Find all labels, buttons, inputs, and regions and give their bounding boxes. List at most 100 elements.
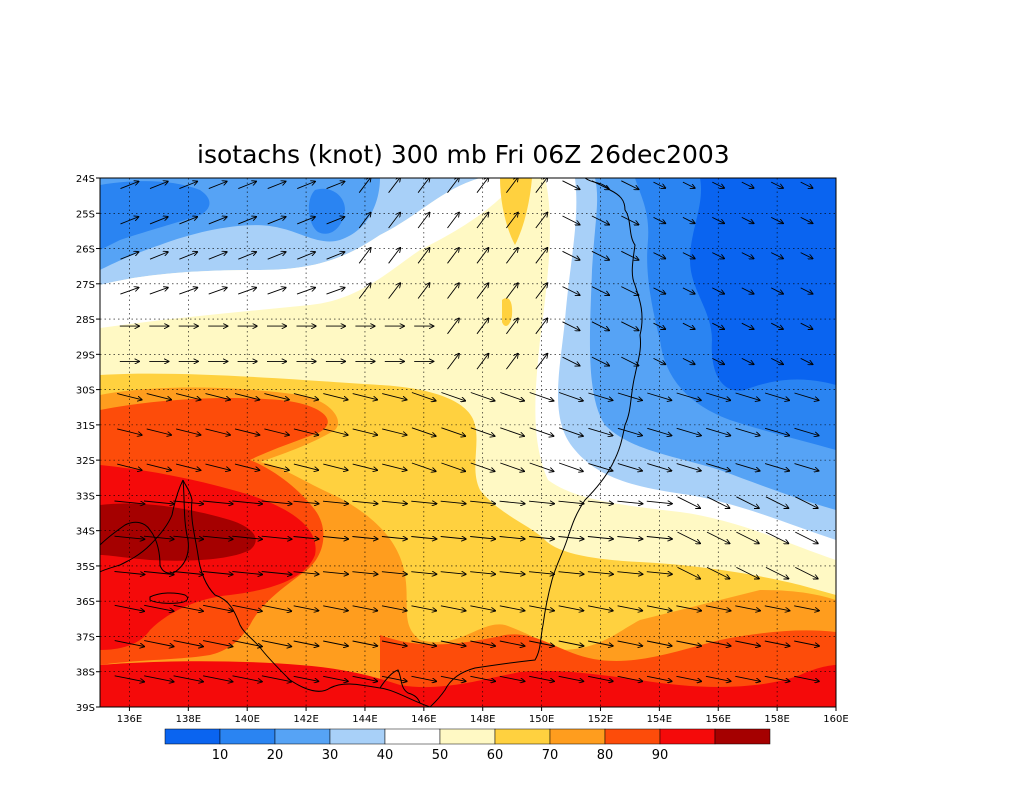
wind-vector — [146, 463, 171, 470]
wind-vector — [323, 605, 348, 611]
wind-vector — [149, 288, 168, 295]
wind-vector — [267, 182, 286, 190]
wind-vector — [735, 675, 760, 681]
colorbar-swatch — [549, 728, 606, 745]
wind-vector — [653, 287, 666, 294]
wind-vector — [326, 182, 345, 190]
wind-vector — [646, 640, 672, 646]
wind-vector — [712, 216, 724, 223]
wind-vector — [208, 182, 227, 190]
wind-vector — [411, 572, 436, 575]
wind-vector — [447, 178, 460, 193]
wind-vector — [617, 463, 642, 471]
wind-vector — [440, 640, 466, 646]
longitude-label: 140E — [234, 714, 259, 725]
wind-vector — [352, 640, 378, 646]
wind-vector — [352, 393, 378, 400]
wind-vector — [800, 287, 813, 294]
wind-vector — [500, 392, 524, 401]
wind-vector — [535, 318, 548, 335]
wind-vector — [712, 252, 724, 259]
wind-vector — [173, 640, 203, 647]
wind-vector — [149, 252, 168, 260]
latitude-label: 30S — [76, 386, 95, 397]
wind-vector — [411, 675, 437, 681]
wind-vector — [470, 675, 495, 681]
colorbar-label: 90 — [652, 748, 669, 763]
wind-vector — [764, 392, 789, 400]
wind-vector — [800, 181, 813, 188]
wind-vector — [232, 604, 262, 611]
wind-vector — [706, 427, 730, 435]
wind-vector — [322, 537, 348, 540]
isotach-band-0-10-east — [690, 178, 836, 391]
wind-vector — [735, 427, 760, 435]
wind-vector — [705, 605, 731, 611]
colorbar: 10 20 30 40 50 60 70 80 90 — [164, 728, 771, 763]
wind-vector — [293, 393, 318, 400]
wind-vector — [476, 178, 489, 193]
map-gridlines — [100, 178, 836, 707]
wind-vector — [647, 392, 671, 400]
wind-vector — [588, 675, 613, 681]
wind-vector — [232, 535, 262, 539]
wind-vector — [506, 213, 518, 229]
wind-vector — [588, 392, 612, 400]
wind-vector — [653, 181, 666, 188]
wind-vector — [558, 675, 584, 681]
wind-vector — [293, 501, 319, 504]
wind-vector — [712, 287, 724, 294]
wind-vector — [653, 322, 666, 329]
wind-vector — [558, 640, 584, 646]
wind-vector — [741, 357, 754, 364]
wind-vector — [238, 288, 256, 295]
wind-vector — [794, 675, 819, 681]
wind-vector — [506, 248, 518, 264]
wind-vector — [741, 322, 754, 329]
wind-vector — [653, 252, 666, 259]
latitude-axis: 24S 25S 26S 27S 28S 29S 30S 31S 32S 33S 34S 35S 36S 3… — [76, 174, 100, 714]
longitude-label: 150E — [529, 714, 554, 725]
wind-vector — [588, 640, 613, 646]
wind-vector — [440, 537, 466, 540]
wind-vector — [676, 640, 701, 646]
wind-vector — [114, 675, 144, 682]
wind-vector — [440, 605, 466, 611]
colorbar-swatch — [439, 728, 496, 745]
longitude-axis: 136E 138E 140E 142E 144E 146E 148E 150E 152E 154E… — [117, 707, 849, 725]
isotach-band-90-100-south — [100, 661, 836, 707]
wind-vector — [232, 500, 262, 504]
colorbar-label: 10 — [212, 748, 229, 763]
wind-vector — [261, 571, 292, 575]
wind-vector — [765, 531, 789, 543]
wind-vector — [440, 501, 466, 504]
colorbar-label: 50 — [432, 748, 449, 763]
isotach-band-100-plus — [100, 503, 256, 561]
wind-vector — [114, 500, 145, 504]
wind-vector — [234, 463, 259, 470]
wind-vector — [411, 537, 436, 540]
wind-vector — [261, 535, 292, 539]
wind-vector — [764, 463, 789, 471]
wind-vector — [795, 566, 818, 578]
wind-vector — [682, 216, 695, 223]
wind-vector — [323, 393, 347, 400]
wind-vector — [621, 356, 638, 366]
latitude-label: 24S — [76, 174, 95, 185]
wind-vector — [677, 531, 701, 543]
wind-vector — [326, 252, 345, 260]
wind-vector — [476, 318, 489, 335]
wind-vector — [741, 181, 754, 188]
wind-vector — [562, 250, 580, 260]
wind-vector — [173, 571, 203, 575]
longitude-label: 156E — [706, 714, 731, 725]
wind-vector — [470, 537, 495, 540]
wind-vector — [203, 640, 232, 647]
wind-vector — [322, 501, 348, 504]
colorbar-label: 40 — [377, 748, 394, 763]
colorbar-swatch — [164, 728, 221, 745]
wind-vector — [591, 356, 609, 366]
wind-vector — [529, 675, 554, 681]
wind-vector — [735, 605, 760, 611]
colorbar-swatch — [329, 728, 386, 745]
